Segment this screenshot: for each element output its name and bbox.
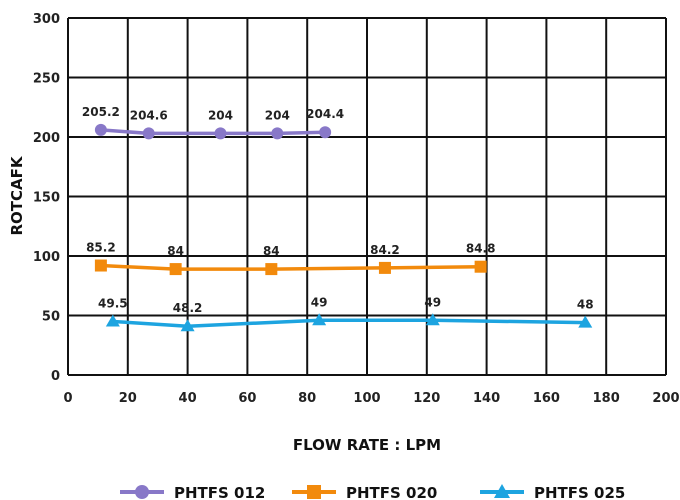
- data-label: 49.5: [98, 296, 128, 310]
- data-label: 85.2: [86, 241, 116, 255]
- series-layer: 205.2 204.6 204 204 204.4 85.2 84 84 84.2 84.8 49.…: [82, 105, 594, 332]
- x-axis-title: FLOW RATE : LPM: [293, 436, 441, 454]
- data-point: [135, 485, 149, 499]
- data-point: [265, 263, 278, 276]
- y-axis-ticks: 0 50 100 150 200 250 300: [33, 12, 60, 384]
- data-point: [271, 127, 284, 140]
- data-point: [94, 123, 107, 136]
- data-label: 84.8: [466, 242, 496, 256]
- data-point: [142, 127, 155, 140]
- data-point: [578, 315, 593, 328]
- y-axis-title: ROTCAFK: [8, 155, 26, 235]
- x-tick-label: 160: [533, 391, 560, 406]
- x-tick-label: 40: [179, 391, 197, 406]
- data-point: [105, 314, 120, 327]
- legend-item: PHTFS 020: [292, 484, 437, 500]
- data-point: [94, 259, 107, 272]
- y-tick-label: 150: [33, 191, 60, 206]
- data-point: [474, 260, 487, 273]
- y-tick-label: 0: [51, 369, 60, 384]
- data-point: [494, 484, 510, 498]
- data-point: [378, 261, 391, 274]
- data-label: 84: [263, 244, 280, 258]
- data-label: 204: [265, 108, 290, 122]
- legend-label: PHTFS 020: [346, 484, 437, 500]
- series-phtfs-025: 49.5 48.2 49 49 48: [98, 295, 594, 332]
- data-label: 84.2: [370, 243, 400, 257]
- y-tick-label: 250: [33, 72, 60, 87]
- data-label: 49: [311, 295, 328, 309]
- data-point: [319, 126, 332, 139]
- legend-item: PHTFS 025: [480, 484, 625, 500]
- data-label: 204.4: [306, 107, 344, 121]
- data-label: 48.2: [173, 301, 203, 315]
- y-tick-label: 50: [42, 310, 60, 325]
- data-point: [307, 485, 321, 499]
- data-label: 204.6: [130, 108, 168, 122]
- data-point: [169, 263, 182, 276]
- data-label: 84: [167, 244, 184, 258]
- legend-label: PHTFS 025: [534, 484, 625, 500]
- data-point: [312, 313, 327, 326]
- series-line: [100, 263, 481, 271]
- data-label: 48: [577, 298, 594, 312]
- x-tick-label: 100: [353, 391, 380, 406]
- x-axis-ticks: 0 20 40 60 80 100 120 140 160 180 200: [63, 391, 679, 406]
- data-label: 49: [424, 295, 441, 309]
- data-label: 205.2: [82, 105, 120, 119]
- series-line: [100, 128, 326, 136]
- legend-item: PHTFS 012: [120, 484, 265, 500]
- x-tick-label: 20: [119, 391, 137, 406]
- series-phtfs-020: 85.2 84 84 84.2 84.8: [86, 241, 495, 276]
- x-tick-label: 80: [298, 391, 316, 406]
- data-label: 204: [208, 108, 233, 122]
- x-tick-label: 120: [413, 391, 440, 406]
- legend-label: PHTFS 012: [174, 484, 265, 500]
- chart-legend: PHTFS 012 PHTFS 020 PHTFS 025: [120, 484, 625, 500]
- data-point: [214, 127, 227, 140]
- x-tick-label: 140: [473, 391, 500, 406]
- x-tick-label: 0: [63, 391, 72, 406]
- y-tick-label: 200: [33, 131, 60, 146]
- x-tick-label: 60: [238, 391, 256, 406]
- series-line: [112, 318, 586, 328]
- y-tick-label: 300: [33, 12, 60, 27]
- x-tick-label: 180: [593, 391, 620, 406]
- data-point: [425, 313, 440, 326]
- chart-grid: [67, 17, 667, 376]
- series-phtfs-012: 205.2 204.6 204 204 204.4: [82, 105, 344, 140]
- data-point: [180, 319, 195, 332]
- x-tick-label: 200: [652, 391, 679, 406]
- y-tick-label: 100: [33, 250, 60, 265]
